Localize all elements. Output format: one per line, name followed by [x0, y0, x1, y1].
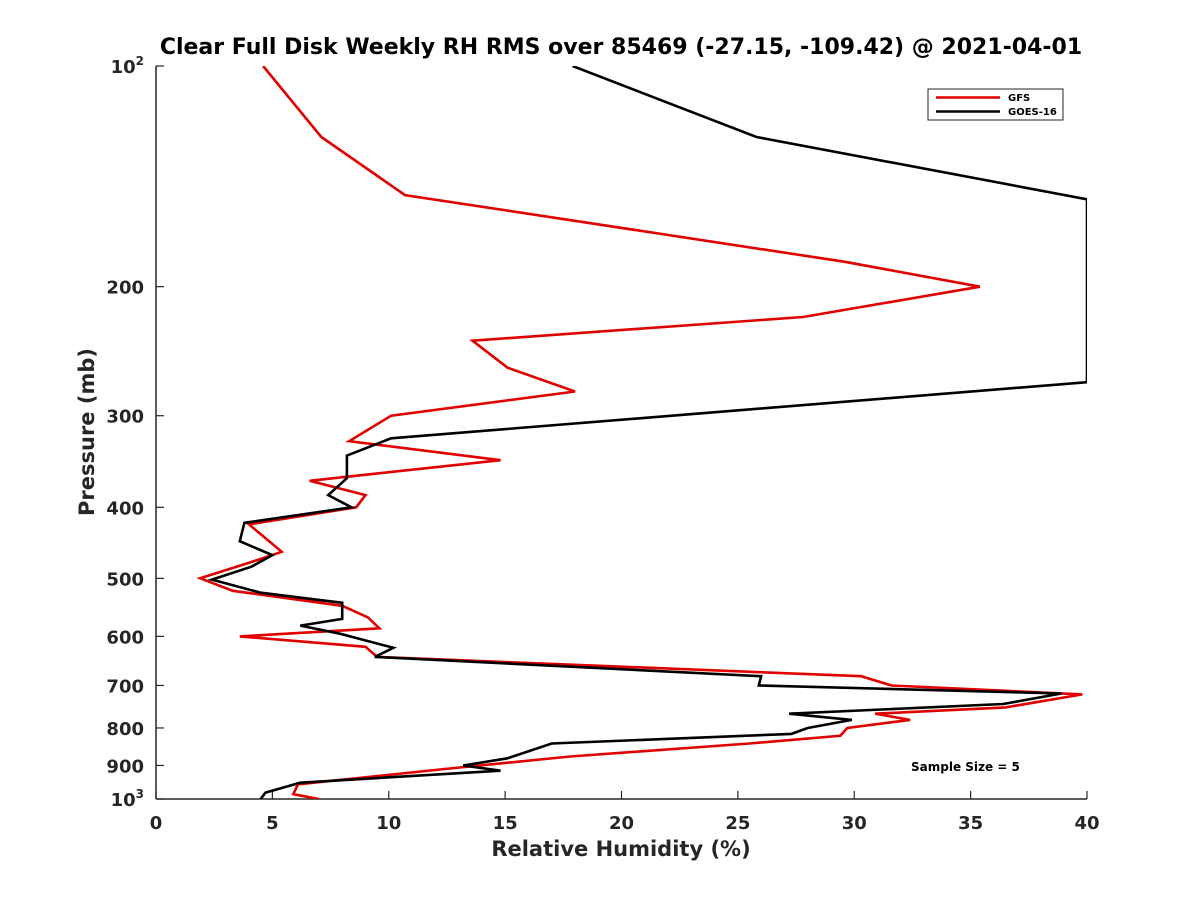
x-tick-label: 25 — [725, 813, 750, 834]
x-axis-label: Relative Humidity (%) — [491, 837, 750, 861]
y-tick-label: 700 — [106, 676, 144, 697]
x-tick-label: 40 — [1074, 813, 1099, 834]
x-ticks: 0 5 10 15 20 25 30 35 40 — [150, 791, 1100, 834]
y-ticks: 102 200 300 400 500 600 700 800 900 103 — [106, 54, 164, 811]
y-tick-label: 102 — [111, 54, 144, 78]
chart-title: Clear Full Disk Weekly RH RMS over 85469… — [160, 35, 1082, 60]
y-tick-label: 500 — [106, 569, 144, 590]
y-tick-label: 200 — [106, 278, 144, 299]
series-layer — [196, 66, 1087, 799]
legend-label-gfs: GFS — [1008, 93, 1030, 104]
sample-size-annotation: Sample Size = 5 — [911, 760, 1020, 774]
x-tick-label: 20 — [609, 813, 634, 834]
x-tick-label: 5 — [266, 813, 279, 834]
y-tick-label: 300 — [106, 407, 144, 428]
legend-box — [927, 88, 1064, 121]
series-line-goes16 — [207, 66, 1087, 799]
y-tick-label: 600 — [106, 627, 144, 648]
y-tick-label: 103 — [111, 787, 144, 811]
legend: GFS GOES-16 — [927, 88, 1064, 121]
x-tick-label: 10 — [376, 813, 401, 834]
y-tick-label: 900 — [106, 756, 144, 777]
legend-label-goes16: GOES-16 — [1008, 107, 1057, 118]
y-tick-label: 800 — [106, 719, 144, 740]
y-tick-label: 400 — [106, 498, 144, 519]
x-tick-label: 15 — [493, 813, 518, 834]
x-tick-label: 35 — [958, 813, 983, 834]
x-tick-label: 30 — [842, 813, 867, 834]
x-tick-label: 0 — [150, 813, 163, 834]
y-axis-label: Pressure (mb) — [75, 348, 99, 516]
